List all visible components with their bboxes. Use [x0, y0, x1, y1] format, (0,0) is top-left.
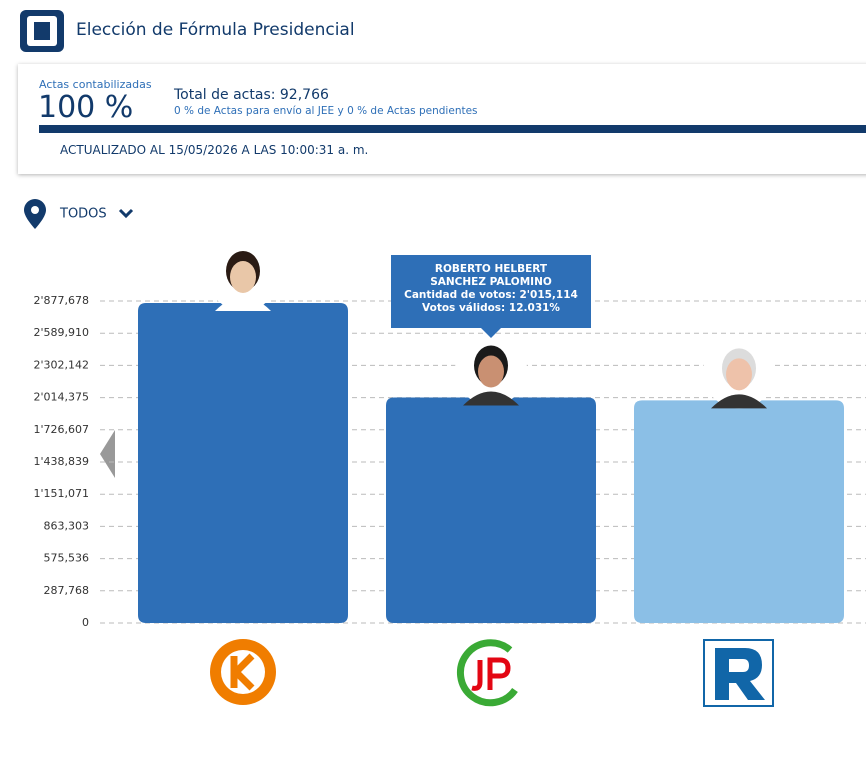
party-logo — [456, 639, 518, 707]
location-icon — [24, 199, 46, 229]
candidate-photo — [207, 238, 279, 311]
y-tick-label: 863,303 — [44, 519, 90, 532]
y-tick-label: 287,768 — [44, 584, 90, 597]
shoulders — [463, 391, 519, 406]
y-tick-label: 2'877,678 — [33, 294, 89, 307]
logo-r-letter — [715, 648, 765, 700]
dropdown-chevron[interactable] — [118, 208, 134, 219]
logo-jp-ring — [456, 639, 518, 707]
tooltip-votes: Cantidad de votos: 2'015,114 — [404, 289, 578, 301]
y-tick-label: 2'014,375 — [33, 391, 89, 404]
face — [726, 358, 752, 391]
bar — [386, 397, 596, 623]
y-tick-label: 1'726,607 — [33, 423, 89, 436]
logo-k-letter — [230, 653, 255, 691]
candidate-photo — [455, 333, 527, 406]
total-actas: Total de actas: 92,766 — [174, 87, 329, 103]
y-tick-label: 575,536 — [44, 552, 90, 565]
filter-label[interactable]: TODOS — [59, 207, 107, 222]
shoulders — [215, 296, 271, 311]
face — [230, 260, 256, 293]
bar — [634, 400, 844, 623]
tooltip-pointer — [481, 328, 501, 338]
y-tick-label: 1'151,071 — [33, 487, 89, 500]
progress-bar — [39, 125, 866, 133]
emblem — [20, 10, 64, 52]
actas-detail: 0 % de Actas para envío al JEE y 0 % de … — [174, 105, 478, 117]
summary-card: Actas contabilizadas 100 % Total de acta… — [18, 64, 866, 174]
party-logo — [703, 639, 774, 707]
y-tick-label: 2'302,142 — [33, 358, 89, 371]
tooltip-valid: Votos válidos: 12.031% — [422, 302, 560, 314]
y-tick-label: 1'438,839 — [33, 455, 89, 468]
tooltip: ROBERTO HELBERT SANCHEZ PALOMINO Cantida… — [391, 255, 591, 328]
logo-jp-shape — [471, 657, 511, 691]
updated: ACTUALIZADO AL 15/05/2026 A LAS 10:00:31… — [60, 143, 369, 157]
logo-k-inner — [221, 650, 265, 694]
actas-percent: 100 % — [38, 90, 134, 125]
party-logo — [210, 639, 276, 705]
bar — [138, 302, 348, 623]
page-title: Elección de Fórmula Presidencial — [76, 20, 355, 40]
y-tick-label: 2'589,910 — [33, 326, 89, 339]
actas-label: Actas contabilizadas — [39, 78, 152, 91]
shoulders — [711, 394, 767, 409]
face — [478, 355, 504, 388]
scroll-arrow[interactable] — [100, 430, 115, 478]
y-tick-label: 0 — [82, 616, 89, 629]
candidate-photo — [703, 336, 775, 409]
tooltip-name: ROBERTO HELBERT SANCHEZ PALOMINO — [430, 263, 552, 288]
